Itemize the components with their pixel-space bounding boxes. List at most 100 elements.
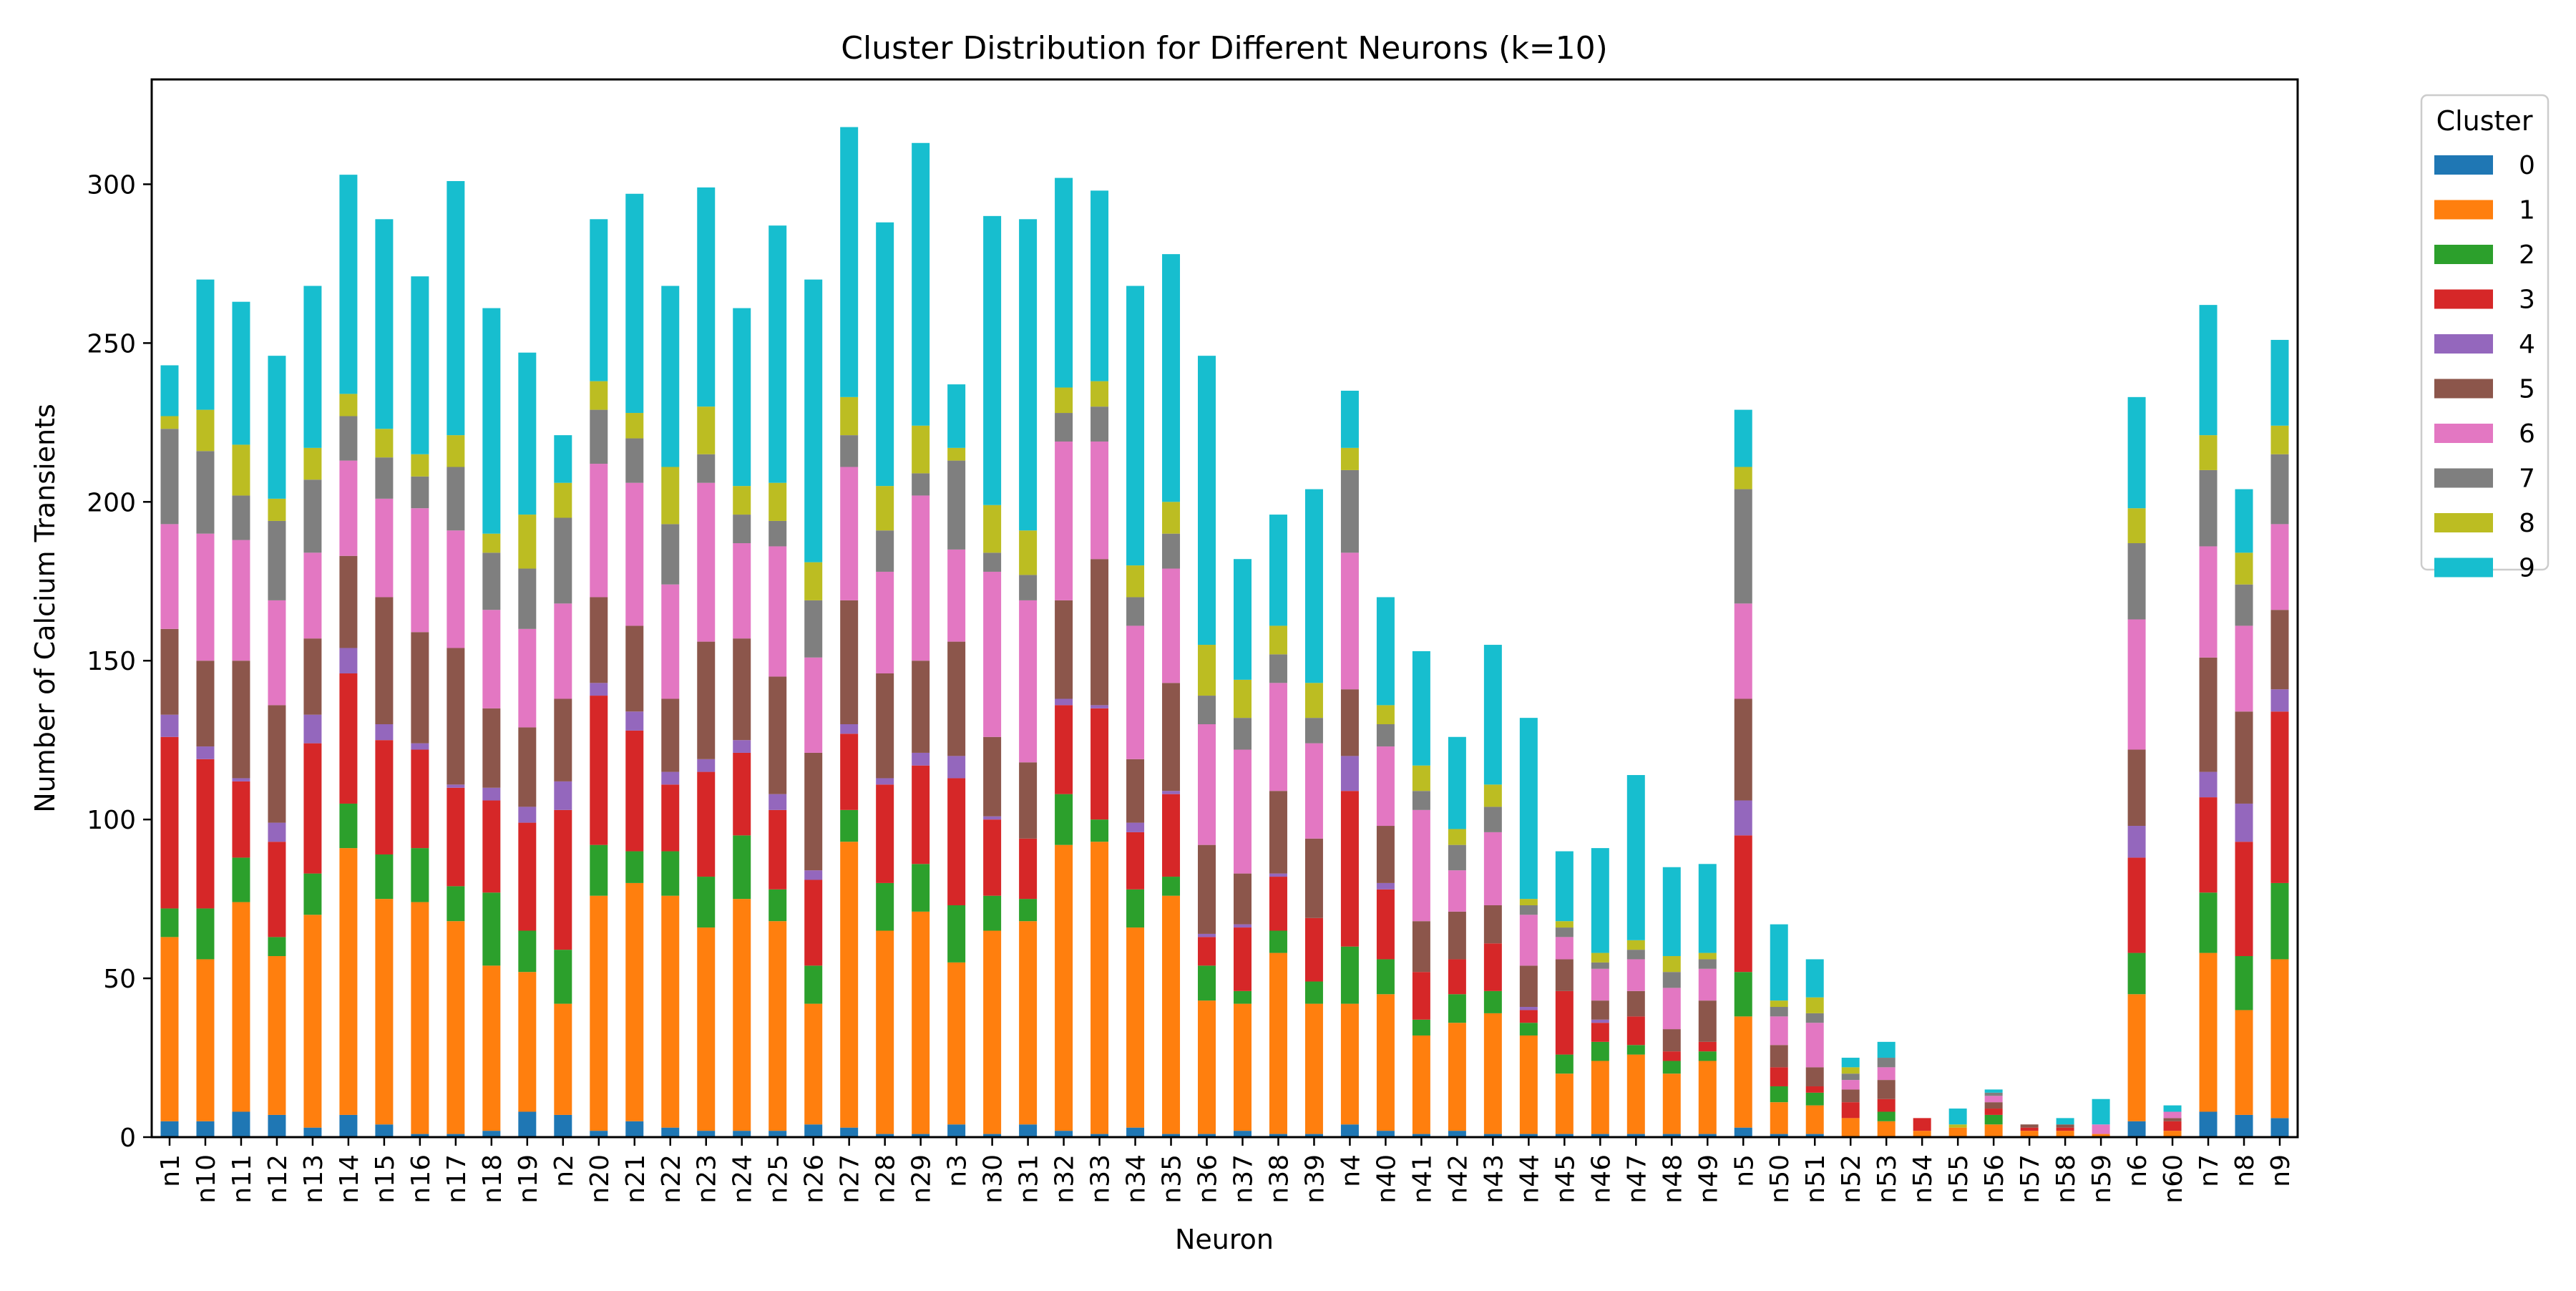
bar-segment-n42-cluster-9 bbox=[1448, 736, 1466, 829]
legend-swatch-cluster-1 bbox=[2434, 200, 2493, 220]
bar-segment-n9-cluster-0 bbox=[2270, 1118, 2289, 1137]
bar-segment-n46-cluster-4 bbox=[1591, 1019, 1609, 1023]
bar-segment-n56-cluster-2 bbox=[1984, 1114, 2003, 1125]
bar-segment-n38-cluster-2 bbox=[1269, 930, 1287, 953]
bar-segment-n51-cluster-6 bbox=[1805, 1023, 1824, 1068]
bar-segment-n1-cluster-6 bbox=[160, 524, 179, 629]
x-tick-label: n4 bbox=[1336, 1154, 1365, 1187]
bar-segment-n32-cluster-2 bbox=[1055, 794, 1073, 845]
bar-segment-n11-cluster-0 bbox=[232, 1111, 250, 1137]
bar-segment-n50-cluster-8 bbox=[1770, 1000, 1788, 1008]
bar-segment-n27-cluster-6 bbox=[840, 467, 859, 600]
bar-segment-n44-cluster-2 bbox=[1519, 1023, 1538, 1036]
bar-segment-n3-cluster-1 bbox=[947, 962, 966, 1125]
x-tick-label: n6 bbox=[2123, 1154, 2152, 1187]
x-tick-label: n24 bbox=[728, 1154, 758, 1204]
bar-segment-n19-cluster-9 bbox=[518, 352, 537, 515]
bar-segment-n11-cluster-4 bbox=[232, 778, 250, 781]
bar-segment-n55-cluster-8 bbox=[1948, 1124, 1967, 1128]
bar-segment-n47-cluster-2 bbox=[1626, 1045, 1645, 1055]
bar-segment-n20-cluster-5 bbox=[590, 597, 608, 683]
bar-segment-n50-cluster-0 bbox=[1770, 1134, 1788, 1137]
bar-segment-n43-cluster-9 bbox=[1483, 645, 1502, 785]
bar-segment-n28-cluster-6 bbox=[876, 571, 894, 673]
bar-segment-n51-cluster-2 bbox=[1805, 1092, 1824, 1106]
bar-segment-n45-cluster-7 bbox=[1555, 927, 1574, 937]
bar-segment-n48-cluster-9 bbox=[1662, 867, 1681, 957]
bar-segment-n50-cluster-5 bbox=[1770, 1045, 1788, 1068]
bar-segment-n40-cluster-3 bbox=[1376, 889, 1395, 960]
bar-segment-n22-cluster-8 bbox=[661, 467, 680, 525]
bar-segment-n1-cluster-0 bbox=[160, 1121, 179, 1137]
bar-segment-n34-cluster-2 bbox=[1126, 889, 1145, 928]
bar-segment-n45-cluster-8 bbox=[1555, 921, 1574, 928]
bar-segment-n45-cluster-2 bbox=[1555, 1054, 1574, 1074]
bar-segment-n20-cluster-9 bbox=[590, 219, 608, 381]
bar-segment-n15-cluster-1 bbox=[375, 899, 394, 1125]
bar-segment-n13-cluster-0 bbox=[303, 1127, 322, 1137]
bar-segment-n39-cluster-5 bbox=[1304, 838, 1323, 918]
bar-segment-n22-cluster-6 bbox=[661, 584, 680, 699]
x-tick-label: n36 bbox=[1194, 1154, 1223, 1204]
bar-segment-n18-cluster-6 bbox=[482, 610, 501, 708]
bar-segment-n40-cluster-4 bbox=[1376, 882, 1395, 890]
bar-segment-n33-cluster-7 bbox=[1091, 406, 1109, 442]
x-tick-label: n30 bbox=[979, 1154, 1008, 1204]
bar-segment-n17-cluster-9 bbox=[447, 181, 465, 436]
bar-segment-n52-cluster-5 bbox=[1841, 1089, 1860, 1103]
bar-segment-n34-cluster-7 bbox=[1126, 597, 1145, 626]
bar-segment-n60-cluster-5 bbox=[2163, 1118, 2182, 1121]
bar-segment-n58-cluster-9 bbox=[2056, 1118, 2074, 1125]
bar-segment-n41-cluster-9 bbox=[1412, 651, 1430, 766]
bar-segment-n36-cluster-0 bbox=[1198, 1134, 1216, 1137]
bar-segment-n33-cluster-9 bbox=[1091, 190, 1109, 381]
bar-segment-n26-cluster-5 bbox=[804, 752, 823, 871]
bar-segment-n42-cluster-8 bbox=[1448, 829, 1466, 845]
bar-segment-n53-cluster-9 bbox=[1877, 1041, 1896, 1058]
bar-segment-n51-cluster-5 bbox=[1805, 1067, 1824, 1086]
bar-segment-n22-cluster-1 bbox=[661, 895, 680, 1128]
bar-segment-n10-cluster-7 bbox=[196, 451, 215, 534]
bar-segment-n42-cluster-3 bbox=[1448, 959, 1466, 995]
bar-segment-n11-cluster-3 bbox=[232, 781, 250, 858]
bar-segment-n31-cluster-2 bbox=[1019, 899, 1038, 922]
x-tick-label: n46 bbox=[1586, 1154, 1616, 1204]
bar-segment-n27-cluster-4 bbox=[840, 724, 859, 734]
bar-segment-n53-cluster-5 bbox=[1877, 1080, 1896, 1099]
bar-segment-n56-cluster-6 bbox=[1984, 1096, 2003, 1103]
x-tick-label: n59 bbox=[2087, 1154, 2117, 1204]
bar-segment-n35-cluster-8 bbox=[1162, 502, 1181, 534]
x-tick-label: n44 bbox=[1515, 1154, 1544, 1204]
bar-segment-n17-cluster-1 bbox=[447, 921, 465, 1134]
y-tick-label: 250 bbox=[87, 329, 136, 359]
x-tick-label: n45 bbox=[1551, 1154, 1580, 1204]
bar-segment-n17-cluster-8 bbox=[447, 435, 465, 467]
bar-segment-n41-cluster-8 bbox=[1412, 765, 1430, 791]
bar-segment-n41-cluster-5 bbox=[1412, 921, 1430, 973]
bar-segment-n5-cluster-9 bbox=[1734, 409, 1752, 467]
bar-segment-n31-cluster-9 bbox=[1019, 219, 1038, 531]
bar-segment-n18-cluster-4 bbox=[482, 787, 501, 801]
bar-segment-n27-cluster-5 bbox=[840, 600, 859, 724]
bar-segment-n27-cluster-8 bbox=[840, 396, 859, 436]
bar-segment-n59-cluster-9 bbox=[2092, 1098, 2110, 1125]
bar-segment-n43-cluster-3 bbox=[1483, 943, 1502, 991]
bar-segment-n8-cluster-2 bbox=[2235, 956, 2253, 1010]
bar-segment-n6-cluster-0 bbox=[2127, 1121, 2146, 1137]
bar-segment-n41-cluster-6 bbox=[1412, 809, 1430, 922]
x-tick-label: n18 bbox=[478, 1154, 507, 1204]
bar-segment-n30-cluster-6 bbox=[983, 571, 1002, 737]
bar-segment-n17-cluster-3 bbox=[447, 787, 465, 887]
bar-segment-n36-cluster-7 bbox=[1198, 696, 1216, 725]
bar-segment-n56-cluster-5 bbox=[1984, 1102, 2003, 1109]
x-tick-label: n53 bbox=[1873, 1154, 1902, 1204]
bar-segment-n36-cluster-9 bbox=[1198, 356, 1216, 646]
bar-segment-n50-cluster-1 bbox=[1770, 1102, 1788, 1134]
bar-segment-n51-cluster-0 bbox=[1805, 1134, 1824, 1137]
bar-segment-n2-cluster-6 bbox=[554, 603, 572, 699]
bar-segment-n19-cluster-7 bbox=[518, 568, 537, 629]
bar-segment-n26-cluster-2 bbox=[804, 965, 823, 1004]
bar-segment-n44-cluster-1 bbox=[1519, 1035, 1538, 1134]
bar-segment-n21-cluster-6 bbox=[625, 482, 644, 626]
